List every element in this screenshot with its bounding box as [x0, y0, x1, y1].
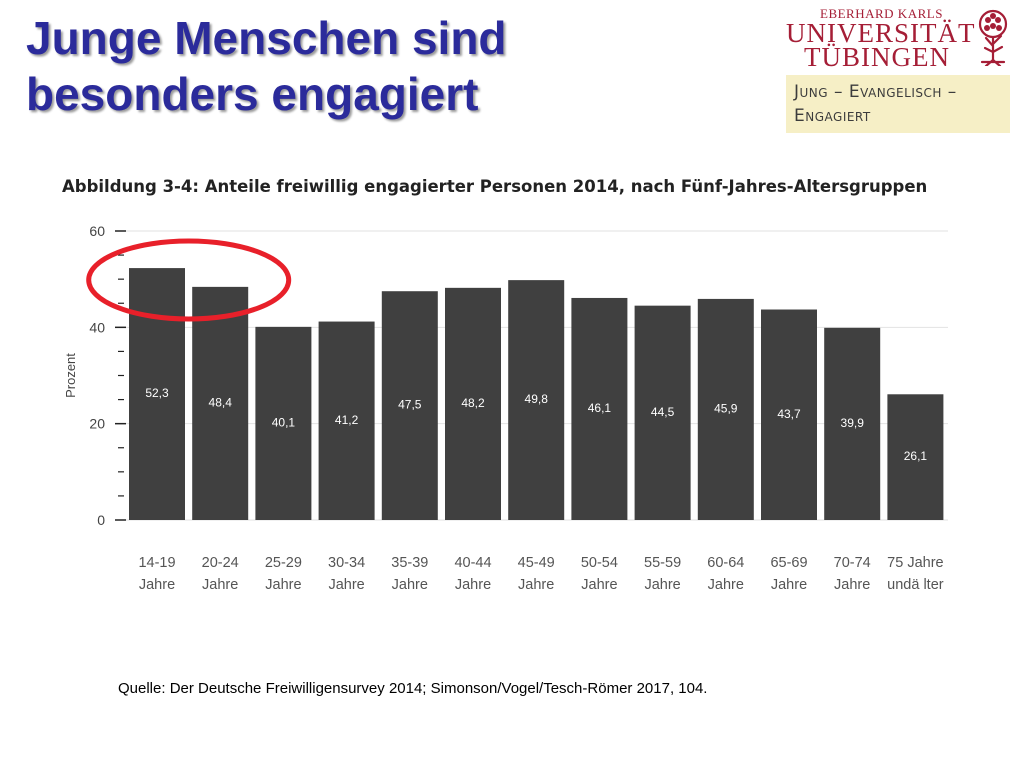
bar	[571, 297, 628, 520]
slide-title-line2: besonders engagiert	[26, 68, 479, 120]
bar	[761, 309, 817, 520]
x-tick-label: 14-19	[138, 555, 175, 571]
x-tick-label: 35-39	[391, 555, 428, 571]
y-tick-label: 0	[97, 512, 105, 528]
x-tick-label: 55-59	[644, 555, 681, 571]
bar	[697, 298, 754, 520]
bar-value-label: 47,5	[398, 398, 422, 412]
bar	[318, 321, 375, 520]
bar-value-label: 41,2	[335, 413, 359, 427]
x-tick-label-line2: Jahre	[202, 577, 238, 593]
bar-value-label: 48,2	[461, 396, 485, 410]
bar	[634, 305, 691, 520]
highlight-ellipse	[86, 238, 292, 322]
x-tick-label-line2: Jahre	[644, 577, 680, 593]
x-tick-label-line2: undä lter	[887, 577, 944, 593]
slide-title-line1: Junge Menschen sind	[26, 12, 507, 64]
bar-value-label: 44,5	[651, 405, 675, 419]
x-tick-label-line2: Jahre	[771, 577, 807, 593]
bar	[445, 287, 501, 520]
x-tick-label: 20-24	[202, 555, 239, 571]
slide-title: Junge Menschen sind besonders engagiert	[26, 10, 507, 122]
x-tick-label-line2: Jahre	[455, 577, 491, 593]
bar	[381, 291, 438, 520]
y-tick-label: 20	[89, 416, 105, 432]
x-tick-label: 75 Jahre	[887, 555, 943, 571]
bar	[192, 286, 249, 520]
y-axis-label: Prozent	[63, 353, 78, 398]
project-label-box: Jung – Evangelisch – Engagiert	[786, 75, 1010, 133]
bar	[887, 394, 944, 520]
bar-value-label: 39,9	[841, 416, 865, 430]
bar	[255, 326, 312, 520]
bar-value-label: 43,7	[777, 407, 801, 421]
bar-value-label: 46,1	[588, 401, 612, 415]
x-tick-label-line2: Jahre	[581, 577, 617, 593]
bar	[508, 280, 565, 520]
x-tick-label-line2: Jahre	[518, 577, 554, 593]
y-tick-label: 60	[89, 223, 105, 239]
bar-value-label: 48,4	[209, 395, 233, 409]
x-tick-label: 70-74	[834, 555, 871, 571]
bar-value-label: 49,8	[525, 392, 549, 406]
x-tick-label-line2: Jahre	[328, 577, 364, 593]
x-tick-label-line2: Jahre	[265, 577, 301, 593]
x-tick-label-line2: Jahre	[139, 577, 175, 593]
bar	[824, 327, 881, 520]
bar-value-label: 26,1	[904, 449, 928, 463]
bar-value-label: 40,1	[272, 415, 296, 429]
bar	[129, 268, 185, 520]
x-tick-label: 65-69	[770, 555, 807, 571]
x-tick-label-line2: Jahre	[834, 577, 870, 593]
logo-line3: TÜBINGEN	[804, 42, 950, 72]
bar-value-label: 45,9	[714, 401, 738, 415]
x-tick-label: 60-64	[707, 555, 744, 571]
x-tick-label: 25-29	[265, 555, 302, 571]
logo-line2: UNIVERSITÄT	[786, 18, 976, 48]
x-tick-label-line2: Jahre	[392, 577, 428, 593]
chart-title: Abbildung 3-4: Anteile freiwillig engagi…	[62, 177, 927, 196]
project-label-line2: Engagiert	[794, 106, 871, 126]
project-label-line1: Jung – Evangelisch –	[794, 82, 957, 102]
y-tick-label: 40	[89, 319, 105, 335]
bar-value-label: 52,3	[145, 386, 169, 400]
x-tick-label: 30-34	[328, 555, 365, 571]
logo-line1: EBERHARD KARLS	[820, 6, 943, 21]
x-tick-label: 50-54	[581, 555, 618, 571]
source-citation: Quelle: Der Deutsche Freiwilligensurvey …	[118, 680, 708, 697]
university-logo: EBERHARD KARLS UNIVERSITÄT TÜBINGEN	[782, 6, 1018, 72]
x-tick-label: 40-44	[454, 555, 491, 571]
x-tick-label-line2: Jahre	[708, 577, 744, 593]
x-tick-label: 45-49	[518, 555, 555, 571]
tree-icon	[978, 9, 1008, 66]
